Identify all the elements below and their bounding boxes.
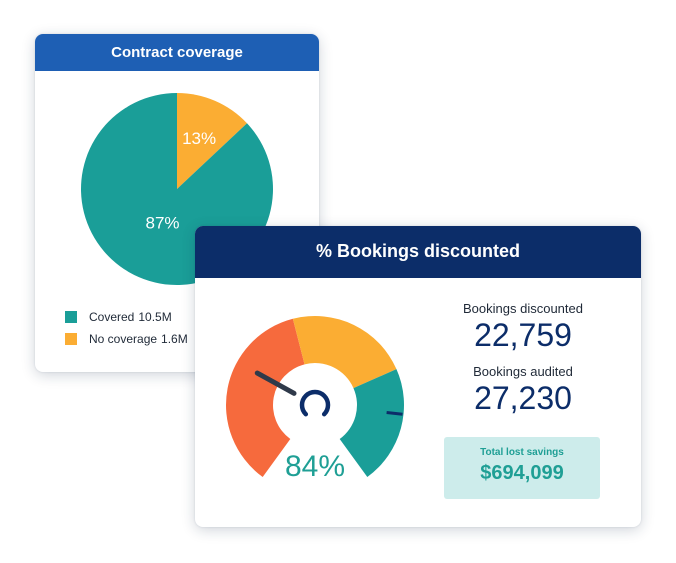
pie-slice-no-coverage [177,93,247,189]
pie-legend: Covered 10.5M No coverage 1.6M [65,306,188,350]
pie-slice-label: 13% [182,129,216,148]
gauge-segment [292,316,397,389]
bookings-gauge [226,316,404,478]
stat-label: Bookings audited [473,364,573,379]
legend-value: 1.6M [161,332,188,346]
gauge-hub-icon [299,389,331,417]
legend-item-no-coverage: No coverage 1.6M [65,328,188,350]
legend-swatch-covered [65,311,77,323]
stat-value: 22,759 [474,317,572,353]
legend-value: 10.5M [138,310,172,324]
legend-swatch-no-coverage [65,333,77,345]
legend-label: Covered [89,310,135,324]
total-lost-savings-box: Total lost savings $694,099 [444,437,600,499]
gauge-percentage: 84% [284,450,346,483]
gauge-segment [339,369,404,478]
gauge-needle-icon [254,370,297,396]
legend-label: No coverage [89,332,158,346]
stat-label: Bookings discounted [463,301,583,316]
contract-coverage-title: Contract coverage [35,34,319,71]
bookings-discounted-title: % Bookings discounted [195,226,641,278]
bookings-discounted-card: % Bookings discounted 84% Bookings disco… [195,226,641,527]
legend-item-covered: Covered 10.5M [65,306,188,328]
gauge-target-tick [386,411,403,416]
pie-slice-label: 87% [145,213,179,232]
stat-bookings-discounted: Bookings discounted 22,759 [433,301,613,353]
savings-label: Total lost savings [480,447,564,458]
savings-value: $694,099 [480,462,564,484]
stat-value: 27,230 [474,380,572,416]
stat-bookings-audited: Bookings audited 27,230 [433,364,613,416]
gauge-segment [226,318,305,478]
